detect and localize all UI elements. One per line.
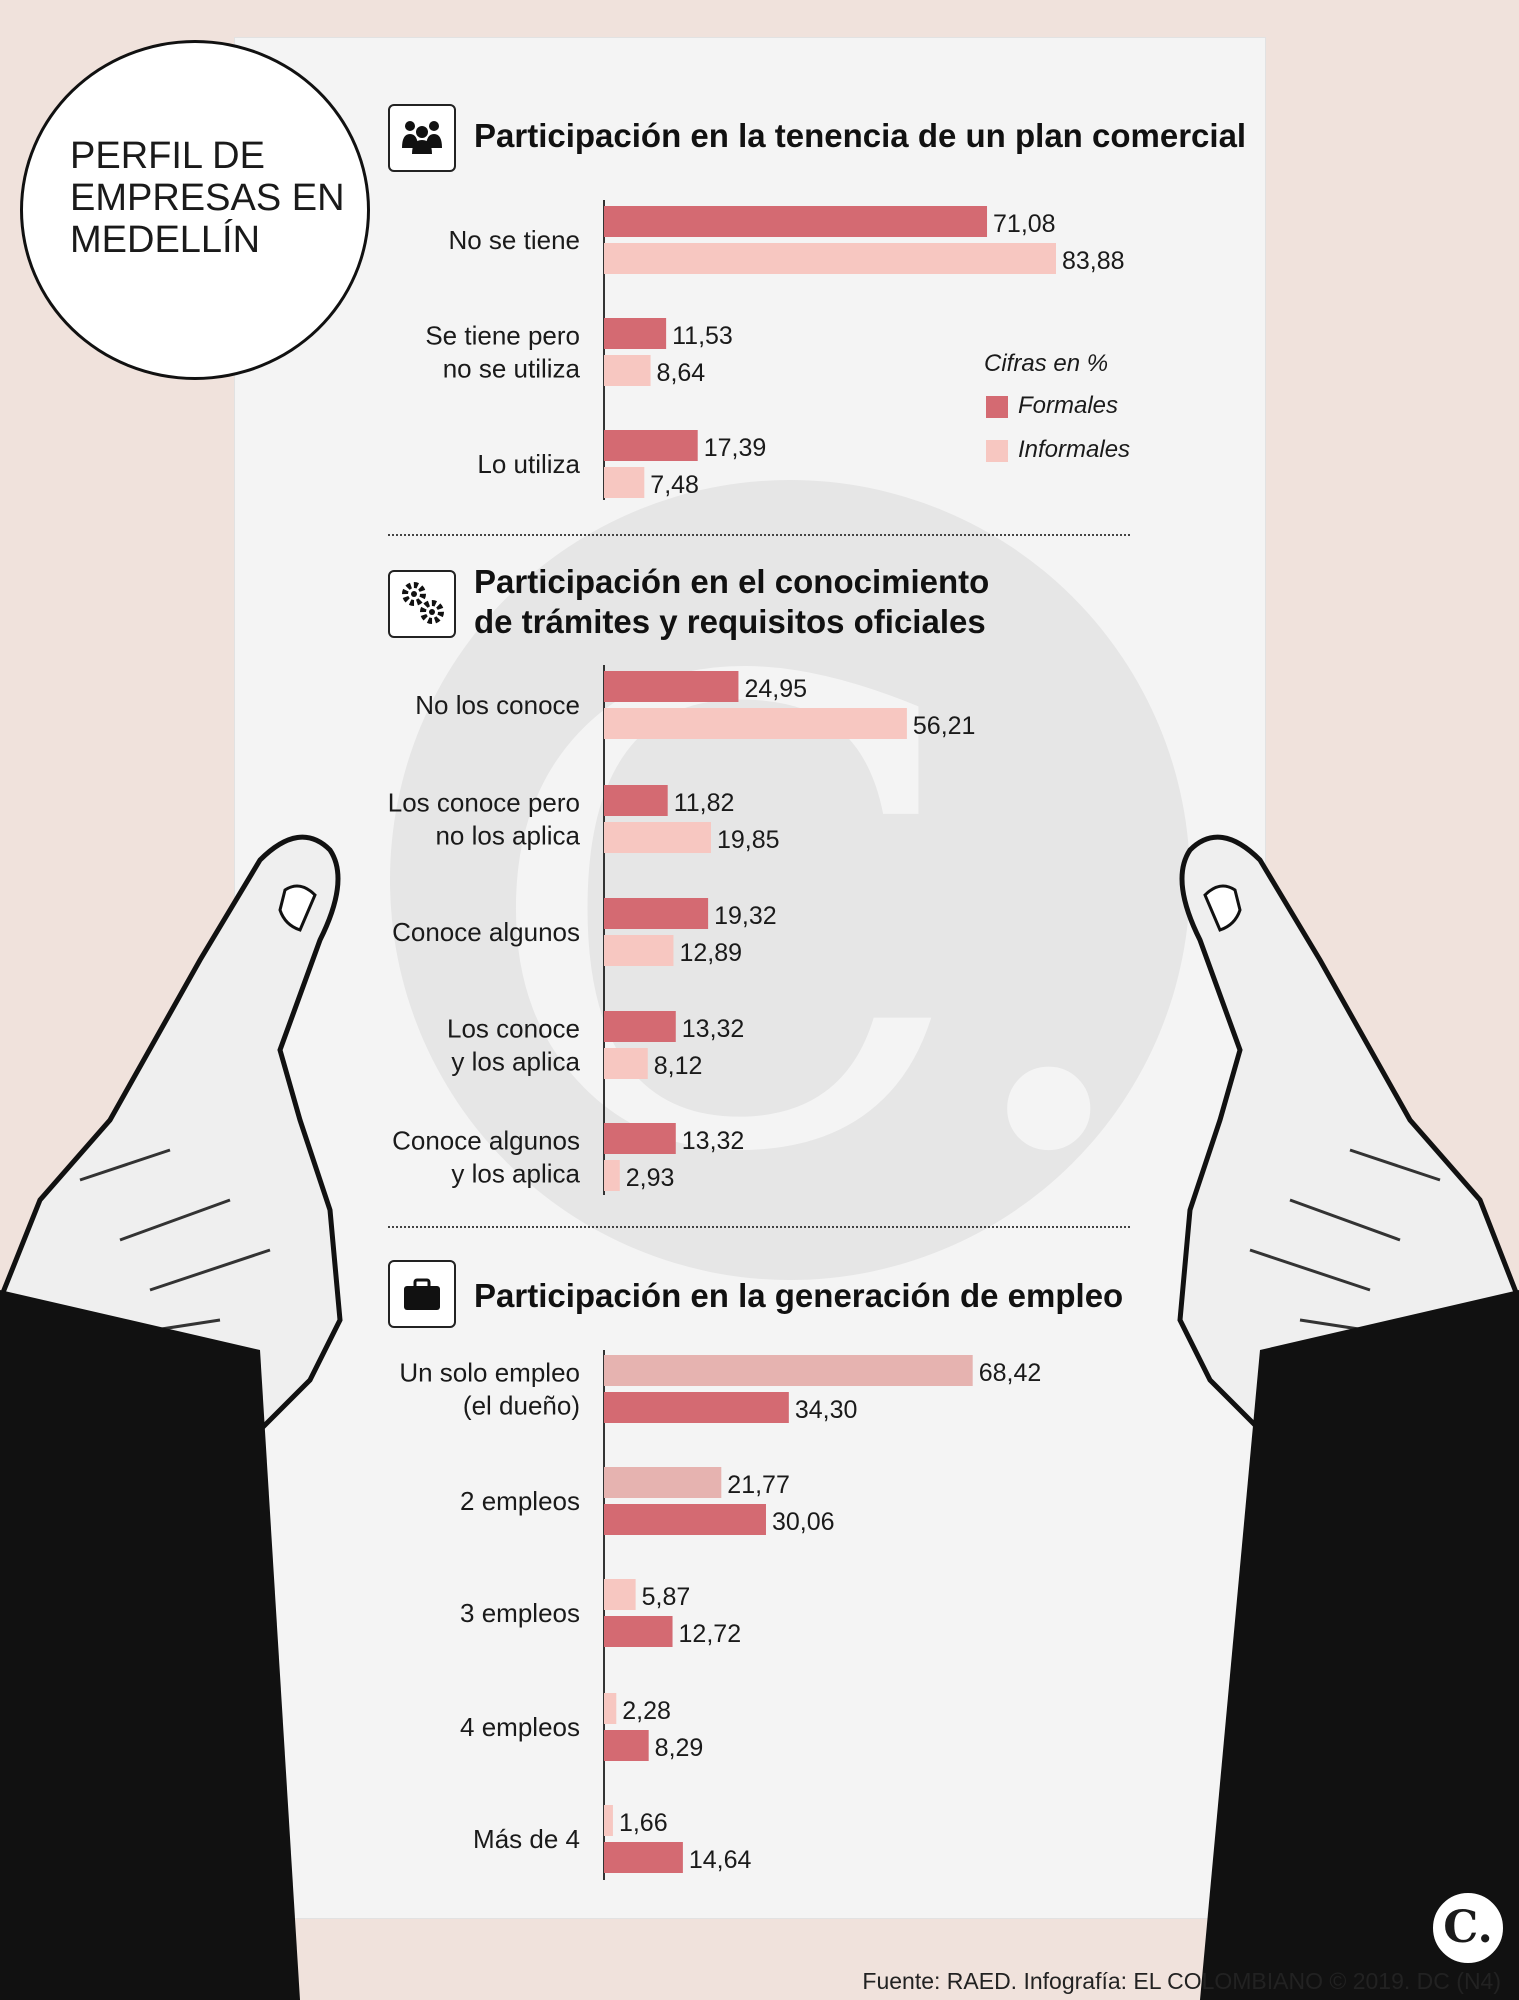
data-label-informales-2: 5,87 [642, 1583, 691, 1611]
data-label-formales-2: 19,32 [714, 902, 777, 930]
bar-informales-1 [604, 822, 711, 853]
category-label-1: no los aplica [435, 821, 580, 851]
section-title-plan-comercial: Participación en la tenencia de un plan … [474, 117, 1247, 154]
section-divider [388, 534, 1130, 536]
data-label-formales-2: 17,39 [704, 434, 767, 462]
watermark-letter: C. [480, 547, 1151, 1292]
category-label-4: Más de 4 [473, 1824, 580, 1854]
watermark-circle [390, 480, 1190, 1280]
gears-icon [388, 570, 456, 638]
data-label-formales-1: 30,06 [772, 1508, 835, 1536]
bar-formales-1 [604, 1504, 766, 1535]
legend-swatch-formales [986, 396, 1008, 418]
category-label-3: 4 empleos [460, 1712, 580, 1742]
data-label-informales-1: 8,64 [657, 359, 706, 387]
bar-informales-3 [604, 1048, 648, 1079]
bar-informales-4 [604, 1160, 620, 1191]
el-colombiano-logo: C. [1430, 1890, 1506, 1966]
category-label-3: Los conoce [447, 1014, 580, 1044]
right-hand-illustration [1177, 834, 1519, 2000]
bar-formales-0 [604, 206, 988, 237]
bar-informales-2 [604, 935, 674, 966]
bar-formales-2 [604, 898, 709, 929]
bar-formales-4 [604, 1842, 683, 1873]
data-label-informales-0: 56,21 [913, 712, 976, 740]
category-label-1: Se tiene pero [425, 321, 580, 351]
category-label-2: Conoce algunos [392, 917, 580, 947]
legend-title: Cifras en % [984, 350, 1109, 377]
page-title-line-3: MEDELLÍN [70, 219, 261, 261]
section-divider [388, 1226, 1130, 1228]
data-label-formales-1: 11,82 [674, 789, 735, 817]
data-label-informales-2: 7,48 [650, 471, 699, 499]
title-circle [20, 40, 370, 380]
bar-informales-2 [604, 467, 645, 498]
bar-formales-1 [604, 318, 667, 349]
data-label-informales-0: 68,42 [979, 1359, 1042, 1387]
data-label-informales-3: 2,28 [622, 1697, 671, 1725]
bar-informales-0 [604, 708, 907, 739]
legend-swatch-informales [986, 440, 1008, 462]
category-label-2: Lo utiliza [477, 449, 580, 479]
bar-informales-0 [604, 1355, 973, 1386]
category-label-2: 3 empleos [460, 1598, 580, 1628]
data-label-formales-2: 12,72 [679, 1620, 742, 1648]
category-label-0: No se tiene [448, 225, 580, 255]
page-title-line-1: PERFIL DE [70, 135, 265, 177]
legend-label-informales: Informales [1018, 436, 1131, 463]
section-title-conocimiento-line-2: de trámites y requisitos oficiales [474, 603, 986, 640]
data-label-formales-4: 14,64 [689, 1846, 752, 1874]
data-label-formales-4: 13,32 [682, 1127, 745, 1155]
data-label-informales-0: 83,88 [1062, 247, 1125, 275]
page-title-line-2: EMPRESAS EN [70, 177, 345, 219]
bar-informales-4 [604, 1805, 613, 1836]
bar-informales-0 [604, 243, 1056, 274]
category-label-4: Conoce algunos [392, 1126, 580, 1156]
people-icon [388, 104, 456, 172]
bar-informales-1 [604, 1467, 722, 1498]
data-label-informales-4: 2,93 [626, 1164, 675, 1192]
bar-formales-0 [604, 671, 739, 702]
bar-formales-0 [604, 1392, 789, 1423]
legend-label-formales: Formales [1018, 392, 1119, 419]
bar-informales-3 [604, 1693, 617, 1724]
data-label-formales-0: 24,95 [744, 675, 807, 703]
bar-formales-3 [604, 1730, 649, 1761]
data-label-informales-1: 19,85 [717, 826, 780, 854]
category-label-0: Un solo empleo [399, 1358, 580, 1388]
left-hand-illustration [0, 834, 343, 2000]
data-label-informales-1: 21,77 [727, 1471, 790, 1499]
bar-informales-2 [604, 1579, 636, 1610]
data-label-formales-1: 11,53 [672, 322, 733, 350]
category-label-1: no se utiliza [443, 354, 581, 384]
category-label-0: No los conoce [415, 690, 580, 720]
category-label-1: 2 empleos [460, 1486, 580, 1516]
bar-formales-4 [604, 1123, 676, 1154]
data-label-formales-0: 34,30 [795, 1396, 858, 1424]
category-label-3: y los aplica [451, 1047, 580, 1077]
data-label-informales-4: 1,66 [619, 1809, 668, 1837]
bar-formales-2 [604, 430, 698, 461]
bar-informales-1 [604, 355, 651, 386]
category-label-0: (el dueño) [463, 1391, 580, 1421]
data-label-formales-0: 71,08 [993, 210, 1056, 238]
bar-formales-3 [604, 1011, 676, 1042]
data-label-informales-3: 8,12 [654, 1052, 703, 1080]
section-title-empleo: Participación en la generación de empleo [474, 1277, 1124, 1314]
data-label-informales-2: 12,89 [679, 939, 742, 967]
data-label-formales-3: 13,32 [682, 1015, 745, 1043]
section-title-conocimiento-line-1: Participación en el conocimiento [474, 563, 990, 600]
category-label-1: Los conoce pero [388, 788, 580, 818]
briefcase-icon [388, 1260, 456, 1328]
source-credit: Fuente: RAED. Infografía: EL COLOMBIANO … [862, 1968, 1501, 1994]
data-label-formales-3: 8,29 [655, 1734, 704, 1762]
category-label-4: y los aplica [451, 1159, 580, 1189]
bar-formales-2 [604, 1616, 673, 1647]
bar-formales-1 [604, 785, 668, 816]
